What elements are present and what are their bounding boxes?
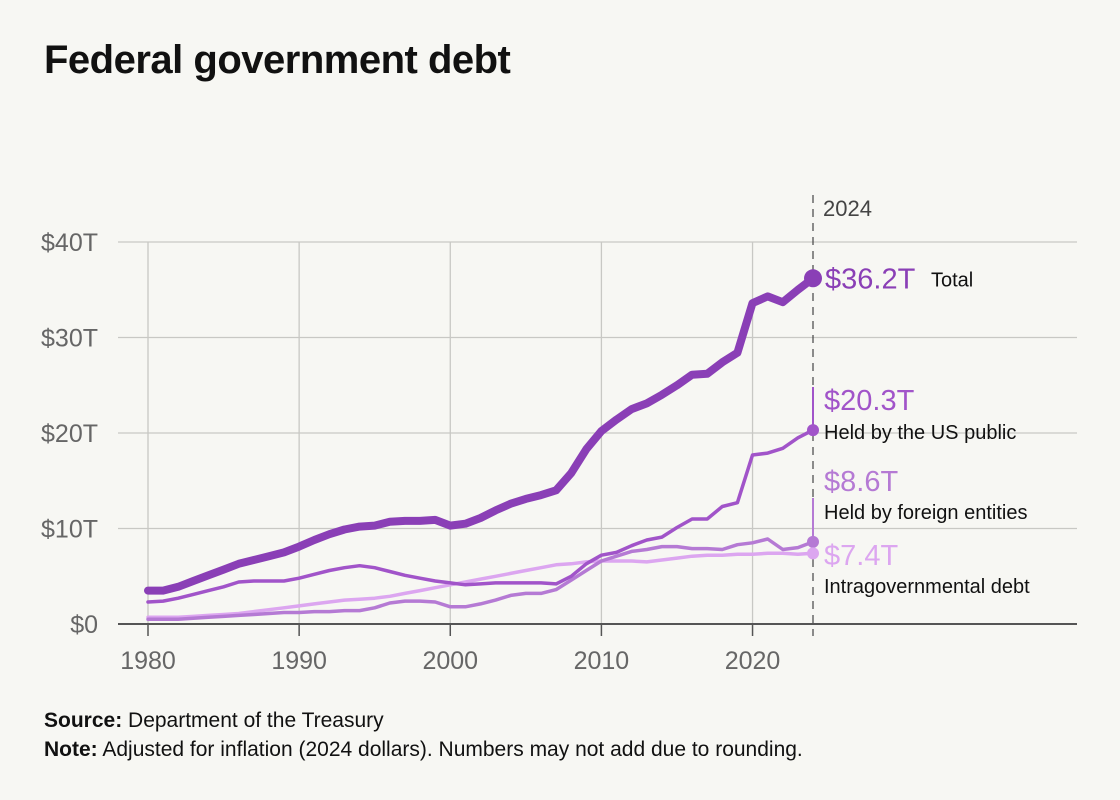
source-label: Source: bbox=[44, 709, 123, 732]
series-line-public bbox=[146, 428, 815, 604]
end-marker-public bbox=[807, 424, 819, 437]
series-lines bbox=[144, 274, 817, 621]
line-chart: $0 $10T $20T $30T $40T 1980 1990 2000 2010 2020 20… bbox=[41, 195, 1077, 675]
note-text: Adjusted for inflation (2024 dollars). N… bbox=[102, 738, 803, 761]
axes: $0 $10T $20T $30T $40T 1980 1990 2000 2010 2020 20… bbox=[41, 195, 1077, 675]
end-marker-total bbox=[804, 269, 822, 288]
series-name-public: Held by the US public bbox=[824, 422, 1016, 444]
x-tick-label: 1980 bbox=[120, 647, 176, 675]
end-value-intragovernmental: $7.4T bbox=[824, 540, 898, 572]
end-marker-intragovernmental bbox=[807, 547, 819, 560]
series-name-intragovernmental: Intragovernmental debt bbox=[824, 576, 1030, 598]
series-line-total bbox=[144, 274, 817, 595]
end-value-public: $20.3T bbox=[824, 385, 915, 417]
footer: Source: Department of the Treasury Note:… bbox=[44, 706, 803, 764]
end-value-foreign: $8.6T bbox=[824, 466, 898, 498]
note-label: Note: bbox=[44, 738, 98, 761]
series-name-total: Total bbox=[931, 269, 973, 291]
x-tick-label: 2000 bbox=[422, 647, 478, 675]
end-value-total: $36.2T bbox=[825, 263, 916, 295]
x-tick-label: 2010 bbox=[574, 647, 630, 675]
x-tick-label: 2020 bbox=[725, 647, 781, 675]
source-text: Department of the Treasury bbox=[128, 709, 384, 732]
source-line: Source: Department of the Treasury bbox=[44, 706, 803, 735]
y-tick-label: $40T bbox=[41, 229, 98, 257]
note-line: Note: Adjusted for inflation (2024 dolla… bbox=[44, 735, 803, 764]
reference-line-label: 2024 bbox=[823, 196, 872, 221]
x-tick-label: 1990 bbox=[271, 647, 327, 675]
y-tick-label: $30T bbox=[41, 325, 98, 353]
end-marker-foreign bbox=[807, 535, 819, 548]
y-tick-label: $10T bbox=[41, 516, 98, 544]
series-line-foreign bbox=[146, 537, 815, 621]
chart-title: Federal government debt bbox=[44, 38, 511, 82]
y-tick-label: $20T bbox=[41, 420, 98, 448]
series-line-intragovernmental bbox=[146, 551, 815, 620]
end-labels: $36.2T Total $20.3T Held by the US public $8… bbox=[804, 263, 1030, 598]
series-name-foreign: Held by foreign entities bbox=[824, 502, 1027, 524]
y-tick-label: $0 bbox=[70, 611, 98, 639]
